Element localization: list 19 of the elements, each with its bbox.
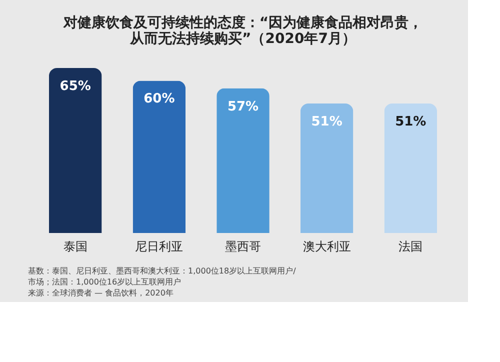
x-tick-label: 泰国 (63, 240, 88, 254)
data-label: 60% (144, 92, 175, 107)
bar (132, 80, 186, 233)
x-tick-label: 法国 (398, 240, 423, 254)
source-note: 来源：全球消费者 — 食品饮料，2020年 (28, 288, 174, 298)
chart-title: 对健康饮食及可持续性的态度：“因为健康食品相对昂贵，从而无法持续购买”（2020年7月） (62, 14, 423, 47)
x-tick-label: 尼日利亚 (135, 240, 184, 254)
data-label: 51% (395, 114, 426, 130)
x-tick-label: 澳大利亚 (302, 240, 351, 254)
bar (216, 88, 270, 233)
data-label: 51% (311, 114, 342, 130)
data-label: 57% (227, 99, 259, 114)
bar (48, 68, 102, 233)
data-label: 65% (60, 79, 91, 94)
bar (384, 104, 438, 233)
x-tick-label: 墨西哥 (225, 240, 261, 254)
text: 基数：泰国、尼日利亚、墨西哥和澳大利亚：1,000位18岁以上互联网用户/ (28, 266, 296, 276)
text: 市场；法国：1,000位16岁以上互联网用户 (28, 278, 182, 286)
bar (300, 104, 354, 233)
